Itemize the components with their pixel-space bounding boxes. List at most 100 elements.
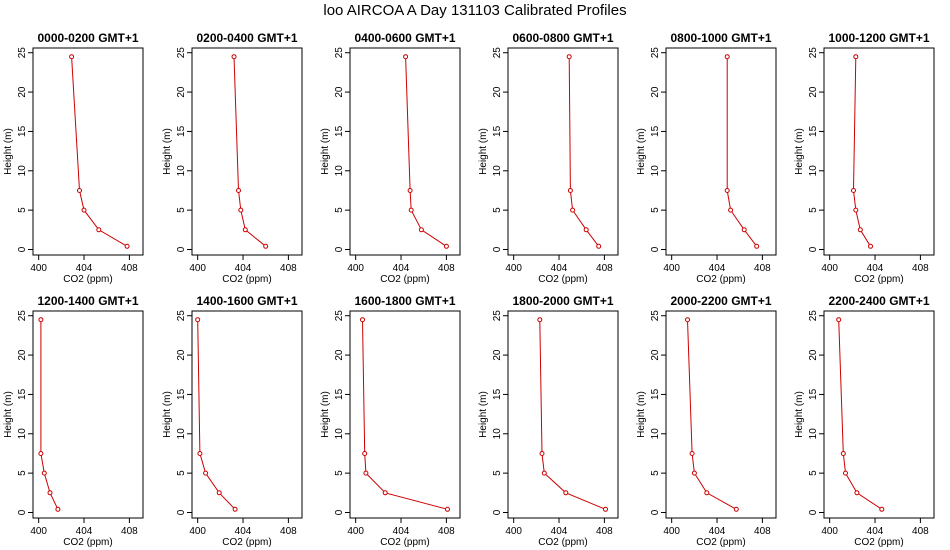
data-point	[216, 490, 222, 496]
y-tick-label: 5	[334, 207, 345, 213]
profile-line	[852, 56, 871, 247]
y-tick-label: 20	[17, 349, 28, 361]
x-tick-label: 408	[121, 263, 138, 274]
x-tick-label: 400	[663, 526, 680, 537]
x-tick-label: 400	[663, 263, 680, 274]
data-point	[539, 451, 545, 456]
x-tick-label: 400	[505, 263, 522, 274]
profile-line	[362, 319, 448, 510]
data-point	[360, 317, 365, 323]
y-tick-label: 15	[176, 125, 187, 137]
x-tick-label: 400	[821, 263, 838, 274]
y-tick-label: 10	[17, 428, 28, 440]
profile-line	[838, 319, 883, 510]
x-tick-label: 400	[821, 526, 838, 537]
data-point	[563, 490, 569, 496]
y-tick-label: 0	[650, 509, 661, 515]
y-tick-label: 25	[650, 310, 661, 322]
y-tick-label: 20	[650, 86, 661, 98]
x-axis-label: CO2 (ppm)	[380, 274, 429, 285]
y-tick-label: 15	[17, 125, 28, 137]
data-point	[363, 470, 369, 476]
data-point	[443, 243, 449, 249]
y-tick-label: 10	[808, 165, 819, 177]
y-axis-label: Height (m)	[162, 128, 173, 175]
data-point	[38, 451, 44, 456]
panel-title: 1400-1600 GMT+1	[196, 294, 297, 308]
plot-frame	[507, 47, 619, 256]
y-tick-label: 10	[176, 165, 187, 177]
y-axis-label: Height (m)	[162, 391, 173, 438]
y-tick-label: 5	[492, 470, 503, 476]
data-point	[733, 506, 739, 512]
data-point	[689, 451, 695, 456]
data-point	[879, 506, 885, 512]
y-tick-label: 20	[334, 86, 345, 98]
x-tick-label: 408	[596, 263, 613, 274]
y-tick-label: 0	[176, 509, 187, 515]
data-point	[537, 317, 543, 323]
y-tick-label: 15	[17, 388, 28, 400]
y-tick-label: 20	[808, 86, 819, 98]
data-point	[96, 227, 102, 233]
data-point	[263, 243, 269, 249]
data-point	[124, 243, 130, 249]
x-tick-label: 404	[551, 526, 568, 537]
data-point	[836, 317, 842, 323]
profile-line	[40, 319, 59, 510]
data-point	[724, 54, 730, 60]
plot-frame	[665, 47, 777, 256]
plot-frame	[32, 310, 144, 519]
profile-line	[687, 319, 737, 510]
panel-9: 1600-1800 GMT+1 0 5 10 15 20 25 400 404 408 CO2 (p…	[320, 294, 461, 548]
plot-frame	[191, 47, 303, 256]
x-tick-label: 408	[438, 526, 455, 537]
y-tick-label: 0	[334, 246, 345, 252]
y-tick-label: 0	[492, 246, 503, 252]
data-point	[238, 207, 244, 213]
y-tick-label: 25	[808, 47, 819, 59]
y-tick-label: 25	[17, 47, 28, 59]
x-axis-label: CO2 (ppm)	[854, 537, 903, 548]
profile-line	[197, 319, 236, 510]
y-tick-label: 25	[17, 310, 28, 322]
data-point	[728, 207, 734, 213]
panel-title: 1800-2000 GMT+1	[512, 294, 613, 308]
data-point	[857, 227, 863, 233]
y-axis-label: Height (m)	[3, 128, 14, 175]
data-point	[691, 470, 697, 476]
x-tick-label: 408	[280, 263, 297, 274]
data-point	[41, 470, 47, 476]
y-tick-label: 15	[808, 125, 819, 137]
x-axis-label: CO2 (ppm)	[222, 274, 271, 285]
plot-frame	[823, 310, 935, 519]
y-axis-label: Height (m)	[636, 128, 647, 175]
y-axis-label: Height (m)	[794, 391, 805, 438]
panel-title: 0400-0600 GMT+1	[354, 31, 455, 45]
x-tick-label: 404	[393, 263, 410, 274]
y-tick-label: 10	[650, 428, 661, 440]
x-tick-label: 400	[30, 263, 47, 274]
x-tick-label: 404	[867, 526, 884, 537]
y-tick-label: 0	[334, 509, 345, 515]
y-tick-label: 10	[492, 428, 503, 440]
data-point	[603, 506, 608, 512]
y-tick-label: 5	[17, 470, 28, 476]
profile-line	[539, 319, 606, 510]
y-tick-label: 25	[334, 310, 345, 322]
y-tick-label: 25	[492, 310, 503, 322]
x-tick-label: 408	[121, 526, 138, 537]
data-point	[69, 54, 75, 60]
y-tick-label: 25	[176, 47, 187, 59]
y-tick-label: 15	[650, 125, 661, 137]
y-tick-label: 5	[334, 470, 345, 476]
data-point	[445, 506, 450, 512]
panel-8: 1400-1600 GMT+1 0 5 10 15 20 25 400 404 408 CO2 (p…	[162, 294, 303, 548]
data-point	[851, 188, 856, 193]
data-point	[408, 207, 414, 213]
panel-10: 1800-2000 GMT+1 0 5 10 15 20 25 400 404 408 CO2 (p…	[478, 294, 619, 548]
panel-title: 0800-1000 GMT+1	[670, 31, 771, 45]
panel-title: 0600-0800 GMT+1	[512, 31, 613, 45]
data-point	[242, 227, 248, 233]
